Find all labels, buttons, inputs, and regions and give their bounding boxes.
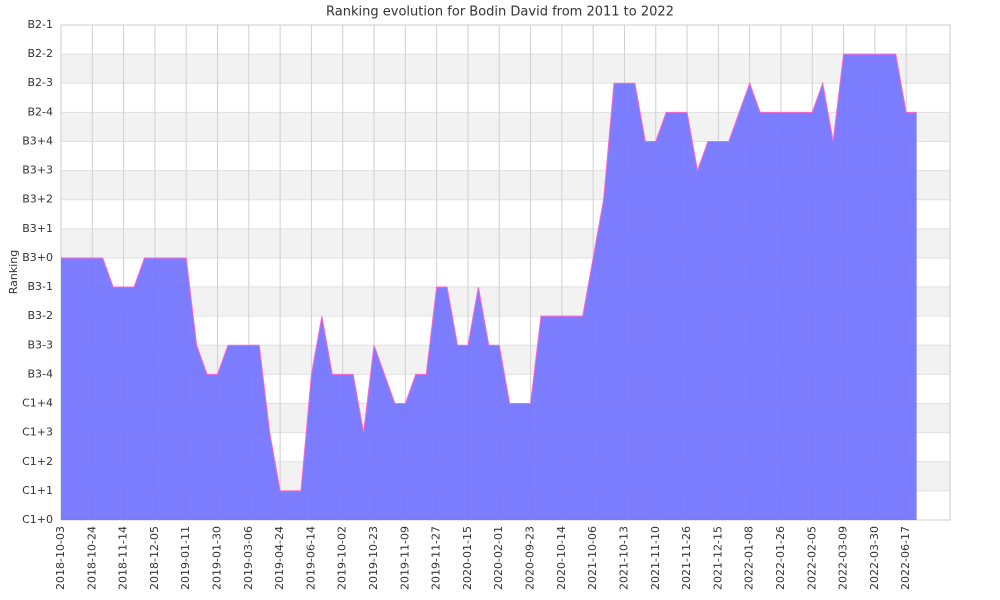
x-tick-label: 2019-04-24 (273, 526, 286, 590)
y-tick-label: C1+1 (22, 484, 53, 497)
x-tick-label: 2020-09-23 (524, 526, 537, 590)
x-tick-label: 2021-11-10 (649, 526, 662, 590)
y-tick-label: B3+3 (22, 164, 53, 177)
x-tick-label: 2018-12-05 (148, 526, 161, 590)
y-tick-label: B3+4 (22, 134, 53, 147)
x-tick-label: 2020-01-15 (461, 526, 474, 590)
x-tick-label: 2019-11-09 (398, 526, 411, 590)
y-tick-label: B3-3 (27, 338, 53, 351)
x-tick-label: 2022-03-30 (868, 526, 881, 590)
x-tick-label: 2022-02-05 (805, 526, 818, 590)
x-tick-label: 2019-01-30 (211, 526, 224, 590)
x-tick-label: 2018-10-24 (85, 526, 98, 590)
x-tick-label: 2020-02-01 (492, 526, 505, 590)
x-tick-label: 2020-10-14 (555, 526, 568, 590)
x-tick-label: 2022-06-17 (899, 526, 912, 590)
y-tick-label: B2-3 (27, 76, 53, 89)
y-tick-label: B2-2 (27, 47, 53, 60)
x-tick-label: 2022-01-26 (774, 526, 787, 590)
x-tick-label: 2021-10-13 (617, 526, 630, 590)
y-tick-label: B3-2 (27, 309, 53, 322)
area (61, 54, 917, 520)
x-tick-label: 2019-10-02 (336, 526, 349, 590)
x-tick-label: 2021-10-06 (586, 526, 599, 590)
y-tick-label: B3+2 (22, 193, 53, 206)
x-tick-label: 2019-06-14 (304, 526, 317, 590)
y-axis-label: Ranking (7, 250, 20, 295)
y-tick-label: C1+2 (22, 455, 53, 468)
chart-title: Ranking evolution for Bodin David from 2… (326, 5, 674, 20)
x-tick-label: 2021-12-15 (711, 526, 724, 590)
area-line (61, 53, 917, 492)
y-tick-label: B3-1 (27, 280, 53, 293)
x-tick-label: 2022-03-09 (837, 526, 850, 590)
y-tick-label: C1+0 (22, 513, 53, 526)
x-tick-label: 2018-10-03 (54, 526, 67, 590)
x-tick-label: 2018-11-14 (117, 526, 130, 590)
y-tick-label: C1+4 (22, 397, 53, 410)
y-tick-label: B2-1 (27, 18, 53, 31)
x-tick-label: 2019-03-06 (242, 526, 255, 590)
x-tick-label: 2022-01-08 (743, 526, 756, 590)
y-tick-label: B3-4 (27, 367, 53, 380)
x-tick-label: 2019-10-23 (367, 526, 380, 590)
y-tick-label: B2-4 (27, 105, 53, 118)
x-tick-label: 2019-11-27 (430, 526, 443, 590)
y-tick-label: B3+0 (22, 251, 53, 264)
x-tick-label: 2021-11-26 (680, 526, 693, 590)
y-tick-label: B3+1 (22, 222, 53, 235)
grid-band (61, 54, 950, 84)
y-tick-label: C1+3 (22, 426, 53, 439)
x-tick-label: 2019-01-11 (179, 526, 192, 590)
